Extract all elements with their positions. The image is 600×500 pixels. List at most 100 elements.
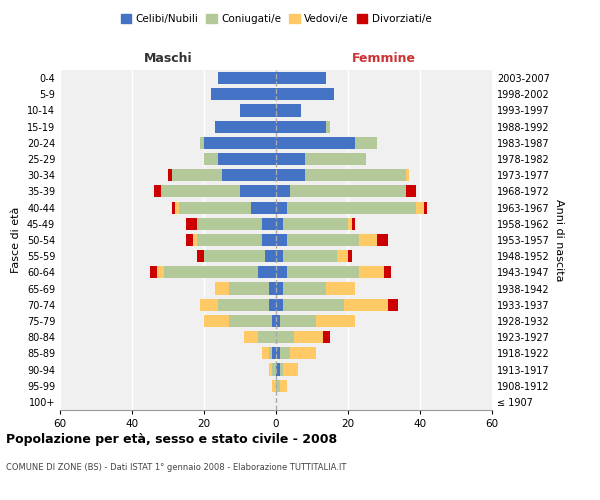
Bar <box>244 331 258 343</box>
Bar <box>388 298 398 311</box>
Bar <box>276 72 326 84</box>
Bar <box>276 153 305 165</box>
Bar <box>359 234 377 246</box>
Bar <box>344 298 388 311</box>
Legend: Celibi/Nubili, Coniugati/e, Vedovi/e, Divorziati/e: Celibi/Nubili, Coniugati/e, Vedovi/e, Di… <box>116 10 436 29</box>
Bar <box>406 186 416 198</box>
Bar <box>276 202 287 213</box>
Y-axis label: Fasce di età: Fasce di età <box>11 207 21 273</box>
Bar <box>157 266 164 278</box>
Bar <box>276 380 280 392</box>
Bar <box>269 364 272 376</box>
Bar <box>283 282 326 294</box>
Bar <box>154 186 161 198</box>
Bar <box>150 266 157 278</box>
Bar <box>326 282 355 294</box>
Text: COMUNE DI ZONE (BS) - Dati ISTAT 1° gennaio 2008 - Elaborazione TUTTITALIA.IT: COMUNE DI ZONE (BS) - Dati ISTAT 1° genn… <box>6 462 346 471</box>
Bar <box>161 186 240 198</box>
Bar <box>215 120 276 132</box>
Bar <box>377 234 388 246</box>
Bar <box>276 186 290 198</box>
Bar <box>218 298 269 311</box>
Bar <box>175 202 179 213</box>
Bar <box>218 153 276 165</box>
Text: Popolazione per età, sesso e stato civile - 2008: Popolazione per età, sesso e stato civil… <box>6 432 337 446</box>
Bar <box>276 137 355 149</box>
Bar <box>272 380 276 392</box>
Bar <box>229 282 269 294</box>
Bar <box>416 202 424 213</box>
Bar <box>164 266 258 278</box>
Bar <box>294 331 323 343</box>
Bar <box>258 266 276 278</box>
Text: Femmine: Femmine <box>352 52 416 65</box>
Bar <box>172 202 175 213</box>
Bar <box>204 137 276 149</box>
Bar <box>283 250 337 262</box>
Bar <box>204 315 229 327</box>
Bar <box>262 348 269 360</box>
Bar <box>323 331 330 343</box>
Bar <box>276 266 287 278</box>
Bar <box>197 234 262 246</box>
Bar <box>240 104 276 117</box>
Bar <box>240 186 276 198</box>
Bar <box>352 218 355 230</box>
Bar <box>168 169 172 181</box>
Bar <box>204 153 218 165</box>
Bar <box>186 234 193 246</box>
Bar <box>280 364 283 376</box>
Bar <box>316 315 355 327</box>
Bar <box>276 218 283 230</box>
Bar <box>326 120 330 132</box>
Bar <box>280 348 290 360</box>
Bar <box>197 218 262 230</box>
Bar <box>276 169 305 181</box>
Bar <box>359 266 384 278</box>
Bar <box>290 186 406 198</box>
Bar <box>276 298 283 311</box>
Bar <box>272 315 276 327</box>
Bar <box>215 282 229 294</box>
Bar <box>287 202 416 213</box>
Bar <box>186 218 197 230</box>
Bar <box>283 364 298 376</box>
Bar <box>276 104 301 117</box>
Bar <box>172 169 222 181</box>
Bar <box>229 315 272 327</box>
Bar <box>269 298 276 311</box>
Bar <box>179 202 251 213</box>
Bar <box>406 169 409 181</box>
Bar <box>258 331 276 343</box>
Bar <box>355 137 377 149</box>
Bar <box>211 88 276 101</box>
Bar <box>222 169 276 181</box>
Bar <box>384 266 391 278</box>
Bar <box>193 234 197 246</box>
Bar <box>290 348 316 360</box>
Bar <box>280 380 287 392</box>
Bar <box>197 250 204 262</box>
Bar <box>262 234 276 246</box>
Bar <box>276 348 280 360</box>
Bar <box>276 282 283 294</box>
Bar <box>348 218 352 230</box>
Bar <box>269 348 272 360</box>
Bar <box>276 120 326 132</box>
Y-axis label: Anni di nascita: Anni di nascita <box>554 198 563 281</box>
Bar <box>283 218 348 230</box>
Bar <box>276 88 334 101</box>
Bar <box>287 266 359 278</box>
Bar <box>348 250 352 262</box>
Bar <box>424 202 427 213</box>
Bar <box>218 72 276 84</box>
Bar <box>305 153 366 165</box>
Bar <box>276 234 287 246</box>
Bar <box>276 364 280 376</box>
Bar <box>287 234 359 246</box>
Bar <box>200 298 218 311</box>
Bar <box>305 169 406 181</box>
Bar <box>276 331 294 343</box>
Bar <box>272 348 276 360</box>
Bar <box>269 282 276 294</box>
